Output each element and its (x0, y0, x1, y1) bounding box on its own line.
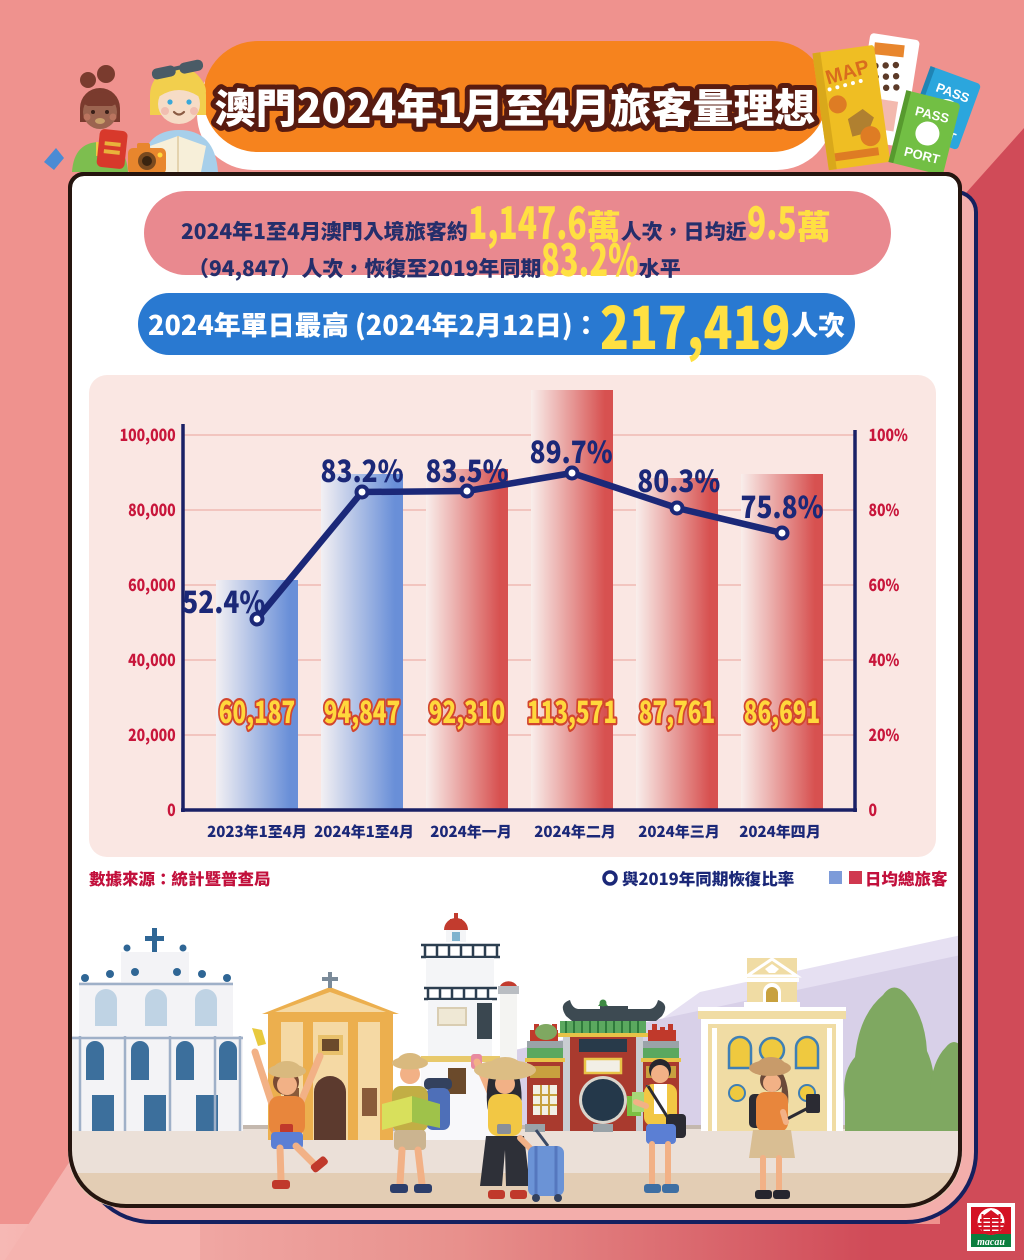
svg-text:2024年三月: 2024年三月 (638, 821, 720, 842)
svg-text:80.3%: 80.3% (637, 458, 720, 502)
svg-text:0: 0 (868, 798, 877, 822)
svg-text:83.2%: 83.2% (320, 448, 403, 492)
svg-text:113,571: 113,571 (527, 688, 617, 732)
svg-text:40,000: 40,000 (128, 648, 176, 672)
svg-text:89.7%: 89.7% (530, 429, 613, 473)
svg-text:20%: 20% (868, 723, 899, 747)
svg-text:60,187: 60,187 (219, 688, 295, 732)
svg-text:日均總旅客: 日均總旅客 (865, 866, 948, 890)
svg-text:2024年1至4月: 2024年1至4月 (314, 821, 414, 842)
svg-text:2023年1至4月: 2023年1至4月 (207, 821, 307, 842)
svg-text:92,310: 92,310 (429, 688, 505, 732)
svg-text:0: 0 (167, 798, 176, 822)
svg-text:60,000: 60,000 (128, 573, 176, 597)
svg-text:75.8%: 75.8% (740, 484, 823, 528)
svg-text:40%: 40% (868, 648, 899, 672)
svg-text:澳門2024年1月至4月旅客量理想: 澳門2024年1月至4月旅客量理想 (215, 75, 816, 135)
svg-text:數據來源：統計暨普查局: 數據來源：統計暨普查局 (89, 866, 271, 890)
svg-text:60%: 60% (868, 573, 899, 597)
svg-text:87,761: 87,761 (639, 688, 715, 732)
svg-text:macau: macau (977, 1237, 1005, 1248)
svg-text:100,000: 100,000 (120, 423, 176, 447)
svg-text:20,000: 20,000 (128, 723, 176, 747)
svg-text:52.4%: 52.4% (182, 579, 265, 623)
svg-text:2024年二月: 2024年二月 (534, 821, 616, 842)
svg-text:80,000: 80,000 (128, 498, 176, 522)
svg-text:與2019年同期恢復比率: 與2019年同期恢復比率 (622, 866, 794, 890)
svg-text:2024年一月: 2024年一月 (430, 821, 512, 842)
svg-text:86,691: 86,691 (744, 688, 820, 732)
svg-text:100%: 100% (868, 423, 907, 447)
svg-text:83.5%: 83.5% (425, 448, 508, 492)
svg-text:94,847: 94,847 (324, 688, 400, 732)
svg-text:80%: 80% (868, 498, 899, 522)
svg-text:2024年四月: 2024年四月 (739, 821, 821, 842)
